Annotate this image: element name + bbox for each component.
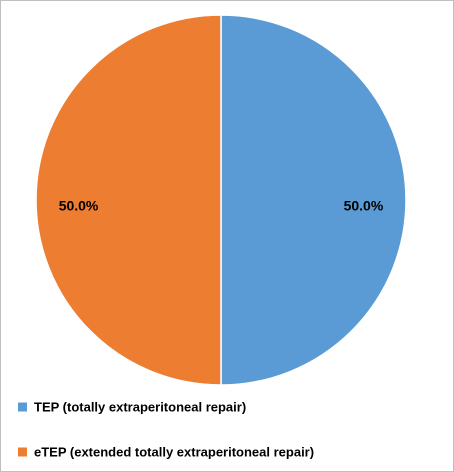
data-label: 50.0% <box>59 198 99 214</box>
legend-swatch <box>18 402 27 412</box>
legend-label: TEP (totally extraperitoneal repair) <box>34 399 246 414</box>
pie-slice <box>35 14 222 386</box>
data-label: 50.0% <box>344 198 384 214</box>
legend-swatch <box>18 447 27 457</box>
pie-slice <box>220 14 407 386</box>
legend-label: eTEP (extended totally extraperitoneal r… <box>34 444 314 459</box>
